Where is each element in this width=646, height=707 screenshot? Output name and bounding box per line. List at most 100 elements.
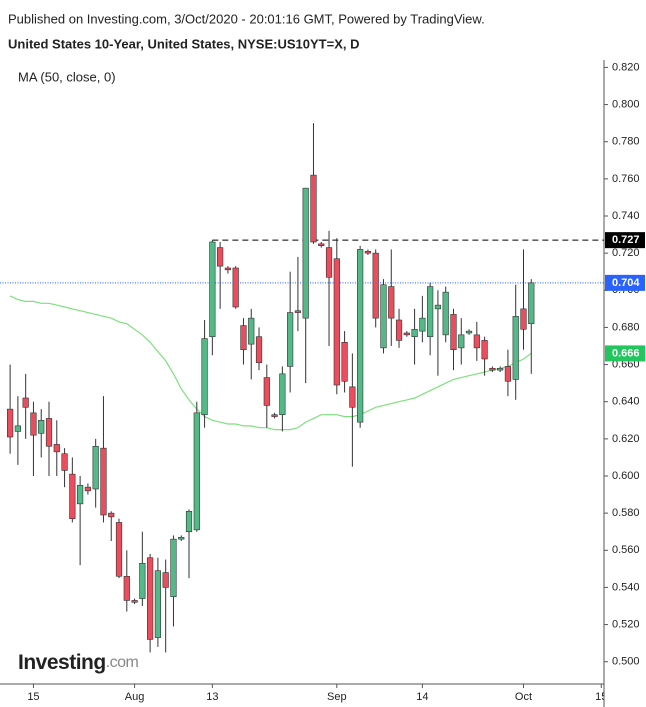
candle-body [154,570,162,638]
plot-area: 15 Aug 13 Sep 14 Oct 15 [27,684,607,703]
candle-body [240,325,247,351]
candle-body [520,308,527,330]
y-tick-label: 0.760 [612,173,640,185]
candle-body [170,538,177,598]
x-tick-label: 15 [27,691,39,703]
y-tick-label: 0.620 [612,433,640,445]
candle-body [302,187,309,319]
y-tick-label: 0.680 [612,321,640,333]
candle-body [217,247,224,267]
candle-body [325,247,333,278]
candle-body [248,317,255,345]
candle-body [30,412,37,436]
candle-body [380,284,387,349]
candle-body [341,341,348,382]
candle-body [147,557,154,640]
candle-body [14,425,21,432]
candle-body [388,286,395,319]
candle-body [512,315,519,380]
candle-body [7,408,14,438]
candle-body [38,419,45,434]
candle-body [458,334,465,349]
candle-body [434,304,442,310]
y-tick-label: 0.540 [612,581,640,593]
y-tick-label: 0.580 [612,507,640,519]
candle-body [77,484,84,505]
x-tick-label: 14 [416,691,428,703]
candle-body [411,328,418,338]
candle-body [100,447,107,516]
title: United States 10-Year, United States, NY… [8,36,359,51]
candle-body [372,252,379,319]
ma-line [9,295,532,431]
candle-body [123,575,130,601]
candle-body [419,317,426,332]
candle-body [201,338,208,416]
candle-body [45,418,53,447]
y-tick-label: 0.520 [612,618,640,630]
candle-body [450,314,457,351]
candle-body [193,412,200,531]
indicator-label: MA (50, close, 0) [18,69,116,84]
candle-body [255,336,263,364]
candle-body [185,510,193,533]
candle-body [465,330,473,334]
candle-body [395,319,403,341]
candle-body [209,241,216,338]
last-price-tag: 0.704 [612,277,640,289]
candle-body [178,536,185,540]
candle-body [497,367,504,371]
candle-body [357,249,364,423]
y-tick-label: 0.660 [612,358,640,370]
candle-body [232,267,239,308]
candle-body [403,332,410,336]
candle-body [131,600,138,603]
candle-body [442,291,449,336]
candle-body [115,522,123,577]
y-tick-label: 0.600 [612,470,640,482]
x-tick-label: 13 [206,691,218,703]
y-tick-label: 0.560 [612,544,640,556]
y-tick-label: 0.820 [612,61,640,73]
candle-body [92,445,99,490]
candle-body [318,243,325,247]
candle-body [349,386,356,408]
x-tick-label: 15 [595,691,607,703]
candle-body [22,397,29,408]
y-tick-label: 0.640 [612,396,640,408]
logo: Investing.com [18,651,139,674]
y-tick-label: 0.500 [612,656,640,668]
ma-tag: 0.666 [612,347,640,359]
candle-body [84,486,91,492]
x-tick-label: Oct [515,691,532,703]
x-tick-label: Aug [125,691,145,703]
subtitle: Published on Investing.com, 3/Oct/2020 -… [8,11,485,26]
candle-body [287,312,294,367]
candle-body [481,340,488,360]
candle-body [279,373,286,416]
candle-body [427,286,434,338]
y-tick-label: 0.740 [612,210,640,222]
y-tick-label: 0.800 [612,98,640,110]
candle-body [364,250,372,254]
candle-body [69,473,76,520]
candle-body [108,512,115,518]
candle-body [162,572,169,588]
candle-body [271,414,278,417]
candle-body [61,453,68,471]
candle-body [504,366,512,382]
resistance-tag-bg [605,232,645,249]
candle-body [263,377,270,406]
candle-body [294,310,302,313]
candle-body [224,267,232,271]
candle-body [489,367,496,371]
candle-body [139,562,146,599]
last-price-tag-bg [605,274,645,291]
ma-tag-bg [605,345,645,362]
candle-body [333,258,340,386]
resistance-tag: 0.727 [612,234,640,246]
candle-body [528,282,535,325]
logo-name: Investing [18,651,106,674]
logo-suffix: .com [106,654,139,671]
